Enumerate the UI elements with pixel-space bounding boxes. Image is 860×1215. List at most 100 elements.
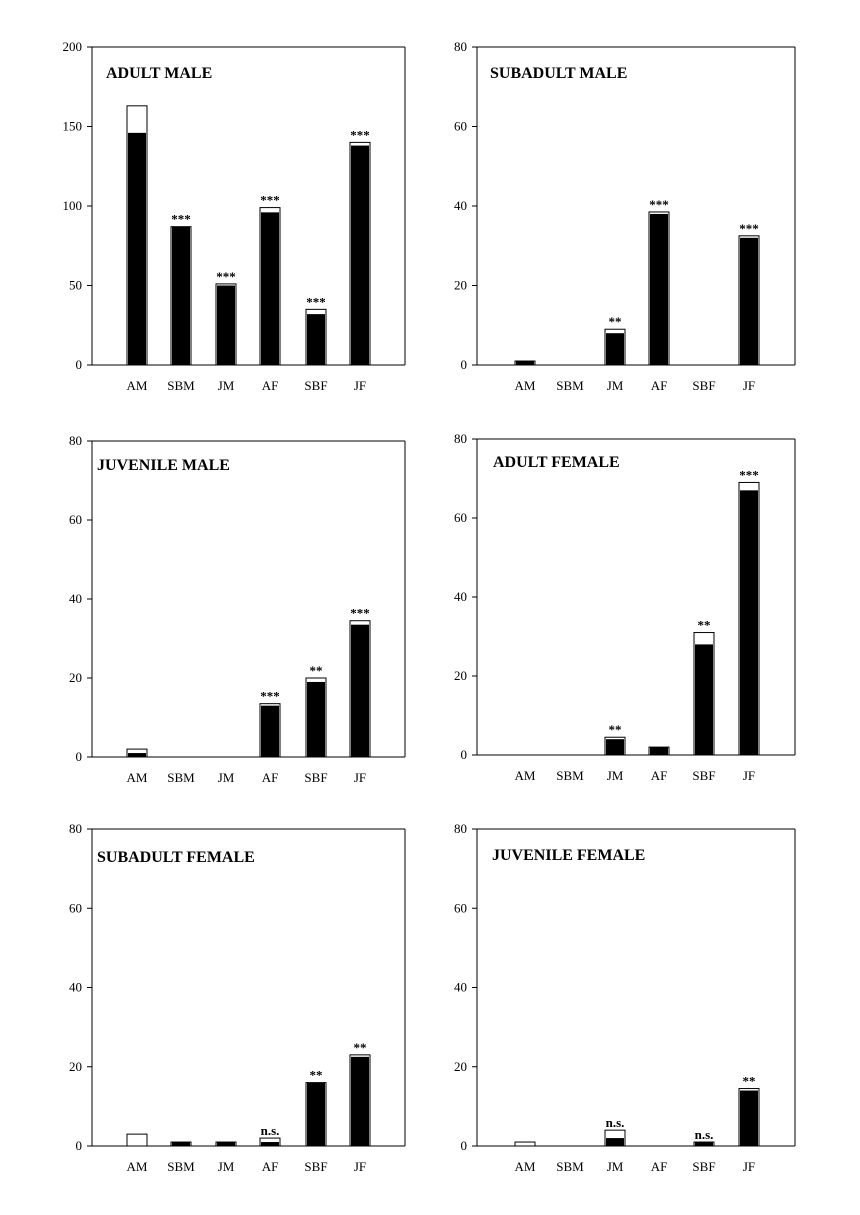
observed-bar — [307, 681, 325, 757]
chart-panel: 0 20 40 60 80 ADULT FEMALE AM SBM ** JM AF ** SBF ***… — [454, 431, 796, 783]
x-tick-label: SBF — [304, 770, 327, 785]
significance-label: *** — [216, 269, 236, 284]
chart-panel: 0 20 40 60 80 JUVENILE MALE AM SBM JM *** AF ** SBF *… — [69, 433, 406, 785]
observed-bar — [128, 132, 146, 365]
x-tick-label: JF — [743, 768, 755, 783]
x-tick-label: SBF — [304, 378, 327, 393]
y-tick-label: 60 — [454, 900, 467, 915]
y-tick-label: 0 — [76, 357, 83, 372]
significance-label: *** — [260, 689, 280, 704]
x-tick-label: SBF — [692, 1159, 715, 1174]
chart-panel: 0 20 40 60 80 SUBADULT FEMALE AM SBM JM n.s. AF ** S… — [69, 821, 406, 1174]
y-tick-label: 40 — [69, 980, 82, 995]
x-tick-label: JF — [743, 378, 755, 393]
y-tick-label: 80 — [454, 821, 467, 836]
observed-bar — [172, 226, 190, 365]
observed-bar — [740, 237, 758, 365]
y-tick-label: 50 — [69, 278, 82, 293]
x-tick-label: SBM — [556, 768, 584, 783]
x-tick-label: AF — [262, 1159, 279, 1174]
x-tick-label: SBM — [556, 378, 584, 393]
y-tick-label: 40 — [69, 591, 82, 606]
significance-label: *** — [260, 193, 280, 208]
significance-label: *** — [739, 221, 759, 236]
x-tick-label: JM — [218, 378, 235, 393]
observed-bar — [351, 145, 369, 365]
observed-bar — [261, 212, 279, 365]
expected-bar — [514, 1141, 536, 1147]
y-tick-label: 0 — [461, 1138, 468, 1153]
x-tick-label: AF — [651, 1159, 668, 1174]
observed-bar — [172, 1142, 190, 1146]
observed-bar — [695, 1142, 713, 1146]
significance-label: ** — [609, 314, 622, 329]
x-tick-label: AM — [127, 1159, 148, 1174]
observed-bar — [217, 1142, 235, 1146]
y-tick-label: 20 — [454, 1059, 467, 1074]
observed-bar — [351, 1056, 369, 1146]
observed-bar — [261, 1142, 279, 1146]
x-tick-label: JM — [607, 378, 624, 393]
panel-title: ADULT MALE — [106, 65, 212, 82]
y-tick-label: 80 — [69, 821, 82, 836]
x-tick-label: AF — [262, 378, 279, 393]
significance-label: ** — [698, 618, 711, 633]
observed-bar — [128, 753, 146, 757]
significance-label: *** — [649, 197, 669, 212]
observed-bar — [307, 1082, 325, 1146]
y-tick-label: 60 — [69, 512, 82, 527]
x-tick-label: SBM — [167, 1159, 195, 1174]
x-tick-label: JM — [218, 770, 235, 785]
significance-label: ** — [743, 1074, 756, 1089]
y-tick-label: 80 — [454, 431, 467, 446]
x-tick-label: AM — [515, 768, 536, 783]
x-tick-label: AF — [262, 770, 279, 785]
observed-bar — [217, 285, 235, 365]
y-tick-label: 0 — [461, 357, 468, 372]
x-tick-label: SBM — [167, 770, 195, 785]
significance-label: *** — [306, 294, 326, 309]
y-tick-label: 200 — [63, 39, 83, 54]
panel-title: JUVENILE FEMALE — [492, 847, 645, 864]
y-tick-label: 20 — [69, 1059, 82, 1074]
x-tick-label: AF — [651, 768, 668, 783]
x-tick-label: AM — [515, 378, 536, 393]
significance-label: *** — [350, 127, 370, 142]
x-tick-label: SBM — [167, 378, 195, 393]
panel-title: SUBADULT FEMALE — [97, 849, 255, 866]
x-tick-label: AM — [127, 378, 148, 393]
y-tick-label: 20 — [69, 670, 82, 685]
observed-bar — [606, 1138, 624, 1146]
significance-label: ** — [354, 1040, 367, 1055]
y-tick-label: 0 — [76, 1138, 83, 1153]
observed-bar — [740, 490, 758, 755]
observed-bar — [650, 747, 668, 755]
panel-title: ADULT FEMALE — [493, 454, 620, 471]
significance-label: ** — [310, 1068, 323, 1083]
y-tick-label: 0 — [76, 749, 83, 764]
x-tick-label: JF — [354, 378, 366, 393]
x-tick-label: JM — [607, 1159, 624, 1174]
observed-bar — [650, 213, 668, 365]
x-tick-label: SBF — [304, 1159, 327, 1174]
significance-label: n.s. — [261, 1123, 280, 1138]
x-tick-label: SBF — [692, 768, 715, 783]
significance-label: *** — [739, 467, 759, 482]
x-tick-label: AM — [515, 1159, 536, 1174]
y-tick-label: 80 — [454, 39, 467, 54]
observed-bar — [606, 739, 624, 755]
x-tick-label: JM — [607, 768, 624, 783]
y-tick-label: 40 — [454, 198, 467, 213]
observed-bar — [695, 644, 713, 755]
x-tick-label: AF — [651, 378, 668, 393]
y-tick-label: 20 — [454, 668, 467, 683]
y-tick-label: 60 — [454, 119, 467, 134]
significance-label: *** — [350, 606, 370, 621]
x-tick-label: AM — [127, 770, 148, 785]
x-tick-label: SBF — [692, 378, 715, 393]
significance-label: ** — [310, 663, 323, 678]
x-tick-label: JF — [354, 770, 366, 785]
panel-title: JUVENILE MALE — [97, 457, 230, 474]
chart-panel: 0 50 100 150 200 ADULT MALE AM *** SBM *** JM *** AF… — [63, 39, 406, 393]
